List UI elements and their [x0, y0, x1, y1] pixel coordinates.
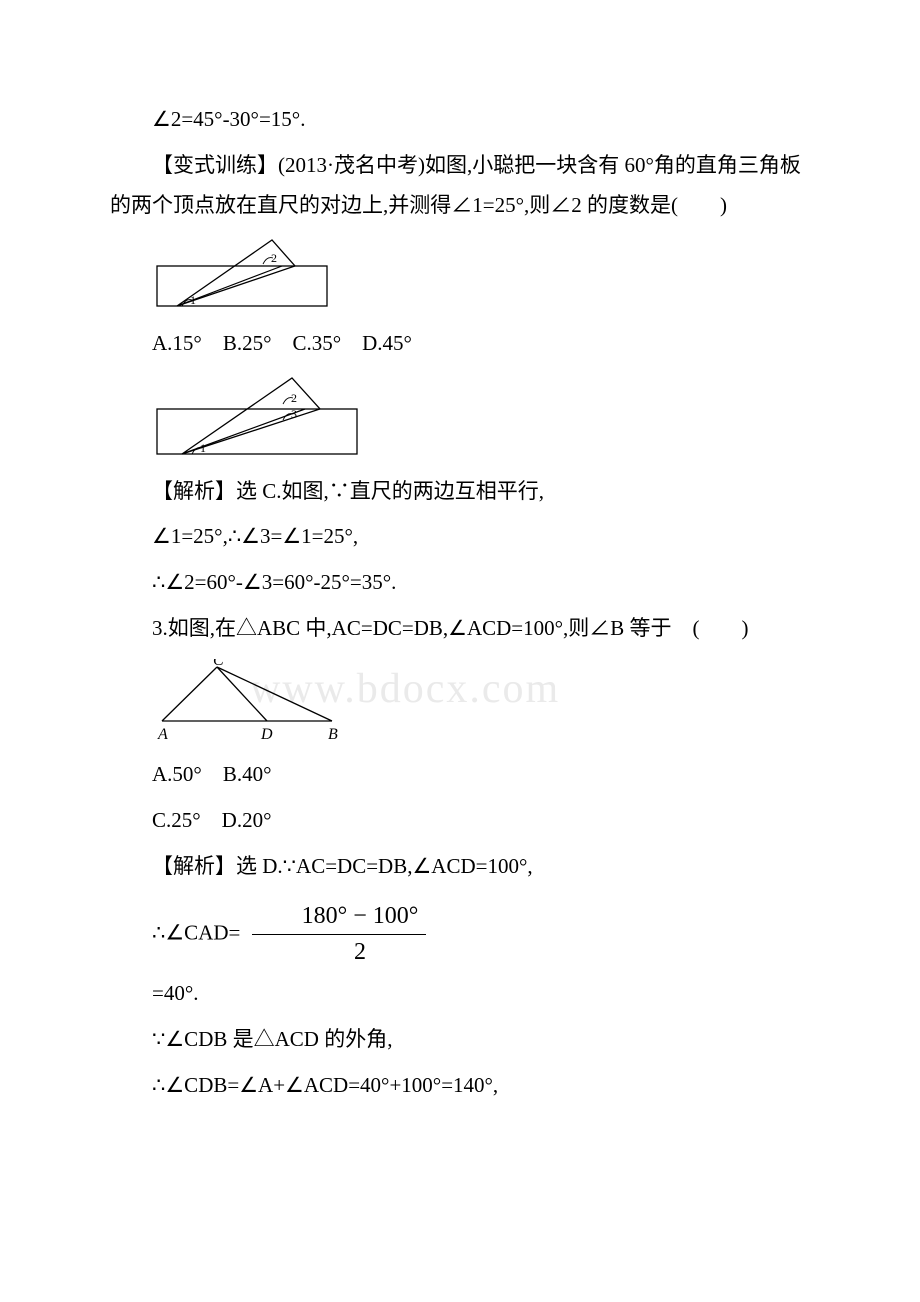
analysis-1-text-1: 选 C.如图,∵直尺的两边互相平行, — [236, 479, 544, 503]
figure-ruler-2: 2 3 1 — [152, 374, 810, 462]
analysis-1-line-2: ∠1=25°,∴∠3=∠1=25°, — [110, 517, 810, 557]
svg-text:2: 2 — [291, 391, 297, 405]
analysis-1-line-1: 【解析】选 C.如图,∵直尺的两边互相平行, — [110, 472, 810, 512]
analysis-label-2: 【解析】 — [152, 854, 236, 878]
analysis-2-line-4: ∴∠CDB=∠A+∠ACD=40°+100°=140°, — [110, 1066, 810, 1106]
analysis-2-cad-line: ∴∠CAD= 180° − 100° 2 — [110, 901, 810, 968]
svg-text:C: C — [213, 659, 224, 669]
options-2-line-2: C.25° D.20° — [152, 801, 810, 841]
analysis-2-eq40: =40°. — [110, 974, 810, 1014]
options-1: A.15° B.25° C.35° D.45° — [152, 324, 810, 364]
svg-text:1: 1 — [190, 293, 196, 307]
fraction: 180° − 100° 2 — [252, 901, 427, 968]
figure-ruler-1: 21 — [152, 236, 810, 314]
figure-triangle: C A D B — [152, 659, 810, 745]
svg-text:2: 2 — [271, 251, 277, 265]
svg-text:B: B — [328, 726, 338, 743]
svg-text:D: D — [260, 726, 273, 743]
cad-label: ∴∠CAD= — [152, 920, 240, 944]
analysis-label: 【解析】 — [152, 479, 236, 503]
svg-text:3: 3 — [291, 407, 297, 421]
analysis-1-line-3: ∴∠2=60°-∠3=60°-25°=35°. — [110, 563, 810, 603]
variation-label: 【变式训练】 — [152, 153, 278, 177]
line-angle2: ∠2=45°-30°=15°. — [110, 100, 810, 140]
analysis-2-line-3: ∵∠CDB 是△ACD 的外角, — [110, 1020, 810, 1060]
fraction-numerator: 180° − 100° — [252, 901, 427, 935]
variation-problem: 【变式训练】(2013·茂名中考)如图,小聪把一块含有 60°角的直角三角板的两… — [110, 146, 810, 226]
options-2-line-1: A.50° B.40° — [152, 755, 810, 795]
svg-text:A: A — [157, 726, 168, 743]
analysis-2-text-1: 选 D.∵AC=DC=DB,∠ACD=100°, — [236, 854, 533, 878]
svg-text:1: 1 — [200, 441, 206, 455]
fraction-denominator: 2 — [252, 935, 427, 968]
question-3: 3.如图,在△ABC 中,AC=DC=DB,∠ACD=100°,则∠B 等于 (… — [110, 609, 810, 649]
analysis-2-line-1: 【解析】选 D.∵AC=DC=DB,∠ACD=100°, — [110, 847, 810, 887]
